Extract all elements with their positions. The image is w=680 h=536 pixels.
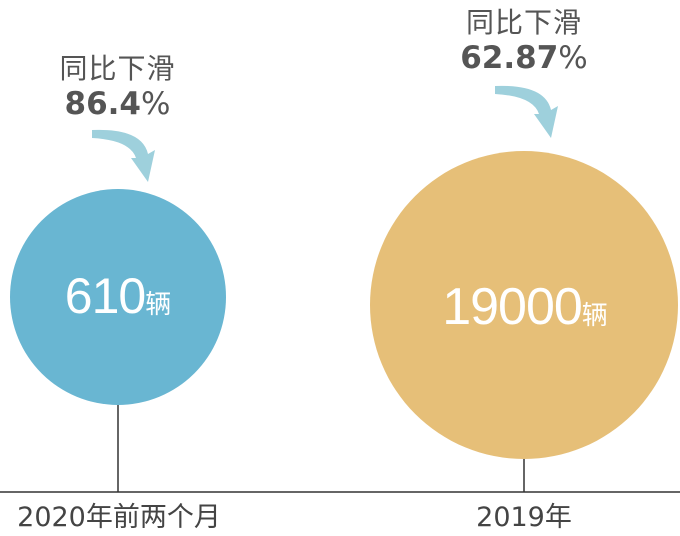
bubble-label-2020: 610辆	[18, 268, 218, 324]
bubble-value: 19000	[442, 278, 583, 336]
annotation-2019: 同比下滑 62.87%	[444, 6, 604, 76]
bubble-unit: 辆	[145, 290, 172, 320]
category-label-2019: 2019年	[476, 502, 572, 533]
annotation-unit: %	[558, 40, 588, 76]
annotation-text: 同比下滑	[59, 52, 176, 85]
annotation-percent: 62.87%	[444, 40, 604, 76]
arrow-icon	[92, 129, 155, 182]
annotation-value: 62.87	[460, 40, 559, 76]
annotation-2020: 同比下滑 86.4%	[40, 52, 195, 122]
bubble-value: 610	[64, 268, 146, 324]
annotation-text: 同比下滑	[465, 6, 582, 39]
bubble-2020	[10, 189, 226, 405]
annotation-value: 86.4	[64, 86, 142, 122]
bubble-label-2019: 19000辆	[380, 278, 670, 336]
category-label-2020: 2020年前两个月	[17, 502, 221, 533]
annotation-unit: %	[141, 86, 171, 122]
bubble-unit: 辆	[581, 301, 608, 331]
bubble-2019	[370, 151, 678, 459]
annotation-percent: 86.4%	[40, 86, 195, 122]
arrow-icon	[495, 85, 558, 138]
